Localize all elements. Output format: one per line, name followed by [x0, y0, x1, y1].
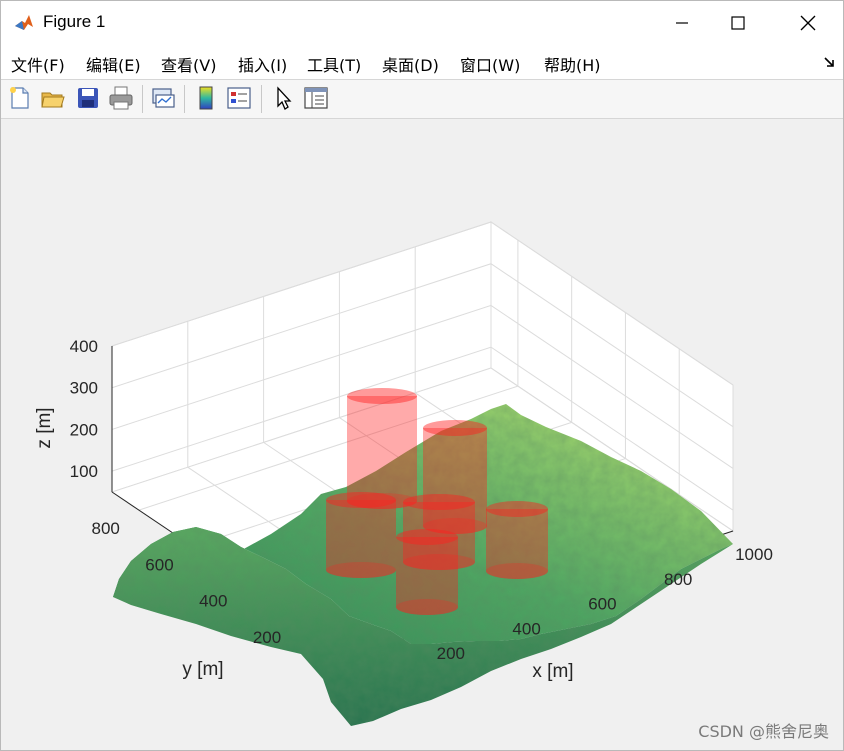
cylinder-body	[403, 502, 475, 570]
insert-colorbar-icon[interactable]	[193, 85, 219, 111]
cylinder-obstacles	[326, 388, 548, 615]
toolbar-separator	[184, 85, 185, 113]
cylinder-top	[486, 501, 548, 517]
z-tick-label: 200	[70, 420, 98, 439]
minimize-icon	[676, 22, 688, 24]
cylinder	[423, 420, 487, 534]
cylinder-top	[423, 420, 487, 436]
axis-ticks: 200 400 600 800 1000 200 400 600 800 100 200 300 400	[70, 337, 773, 663]
menu-help[interactable]: 帮助(H)	[544, 56, 601, 75]
grid-line-z	[111, 304, 734, 469]
print-icon[interactable]	[108, 85, 134, 111]
cylinder-body	[423, 428, 487, 534]
dock-arrow-icon[interactable]	[823, 56, 835, 68]
grid-line-z	[111, 263, 734, 428]
cylinder-top	[403, 494, 475, 510]
menu-bar: 文件(F) 编辑(E) 查看(V) 插入(I) 工具(T) 桌面(D) 窗口(W…	[1, 45, 843, 80]
cylinder	[486, 501, 548, 579]
maximize-icon	[731, 16, 745, 30]
menu-view[interactable]: 查看(V)	[161, 56, 217, 75]
cylinder-top	[326, 492, 396, 508]
link-plot-icon[interactable]	[150, 85, 176, 111]
close-icon	[800, 15, 816, 31]
close-button[interactable]	[785, 1, 831, 45]
y-axis-label: y [m]	[182, 659, 223, 680]
menu-file[interactable]: 文件(F)	[11, 56, 65, 75]
cylinder-body	[326, 500, 396, 578]
figure-canvas[interactable]: 200 400 600 800 1000 200 400 600 800 100 200 300 400…	[1, 119, 843, 750]
figure-toolbar	[1, 80, 843, 119]
cylinder-top	[347, 388, 417, 404]
matlab-logo-icon	[13, 12, 35, 34]
window-title: Figure 1	[43, 12, 106, 31]
cylinder-bottom	[423, 518, 487, 534]
grid-line-y	[138, 240, 519, 511]
terrain-front-texture	[113, 527, 733, 726]
watermark-text: CSDN @熊舍尼奥	[698, 722, 829, 741]
open-file-icon[interactable]	[40, 85, 66, 111]
x-tick-label: 800	[664, 570, 692, 589]
cylinder-bottom	[347, 493, 417, 509]
x-axis-label: x [m]	[532, 661, 573, 682]
grid-line-z	[111, 346, 734, 511]
menu-edit[interactable]: 编辑(E)	[86, 56, 141, 75]
z-tick-label: 300	[70, 379, 98, 398]
z-tick-label: 400	[70, 337, 98, 356]
cylinder	[326, 492, 396, 578]
z-axis-label: z [m]	[34, 407, 55, 448]
y-tick-label: 800	[92, 519, 120, 538]
x-tick-label: 200	[437, 644, 465, 663]
menu-desktop[interactable]: 桌面(D)	[382, 56, 439, 75]
cylinder-body	[347, 396, 417, 509]
title-bar: Figure 1	[1, 1, 843, 45]
menu-insert[interactable]: 插入(I)	[238, 56, 288, 75]
cylinder	[347, 388, 417, 509]
menu-window[interactable]: 窗口(W)	[460, 56, 521, 75]
terrain-texture	[113, 404, 733, 644]
toolbar-separator	[261, 85, 262, 113]
edit-plot-icon[interactable]	[271, 85, 297, 111]
cylinder-top	[396, 529, 458, 545]
y-tick-label: 400	[199, 592, 227, 611]
y-tick-label: 600	[145, 555, 173, 574]
x-tick-label: 1000	[735, 545, 773, 564]
z-tick-label: 100	[70, 462, 98, 481]
property-inspector-icon[interactable]	[303, 85, 329, 111]
save-icon[interactable]	[75, 85, 101, 111]
insert-legend-icon[interactable]	[226, 85, 252, 111]
maximize-button[interactable]	[715, 1, 761, 45]
new-figure-icon[interactable]	[7, 85, 33, 111]
menu-tools[interactable]: 工具(T)	[307, 56, 362, 75]
cylinder	[396, 529, 458, 615]
axes-3d[interactable]: 200 400 600 800 1000 200 400 600 800 100 200 300 400…	[1, 119, 843, 750]
grid-line-x	[490, 222, 734, 532]
x-tick-label: 400	[512, 619, 540, 638]
cylinder-bottom	[403, 554, 475, 570]
minimize-button[interactable]	[659, 1, 705, 45]
cylinder	[403, 494, 475, 570]
cylinder-bottom	[326, 562, 396, 578]
cylinder-body	[486, 509, 548, 579]
cylinder-bottom	[396, 599, 458, 615]
toolbar-separator	[142, 85, 143, 113]
cylinder-body	[396, 537, 458, 615]
x-tick-label: 600	[588, 595, 616, 614]
y-tick-label: 200	[253, 628, 281, 647]
grid-line-z	[111, 221, 734, 386]
cylinder-bottom	[486, 563, 548, 579]
terrain-surface	[113, 404, 733, 726]
